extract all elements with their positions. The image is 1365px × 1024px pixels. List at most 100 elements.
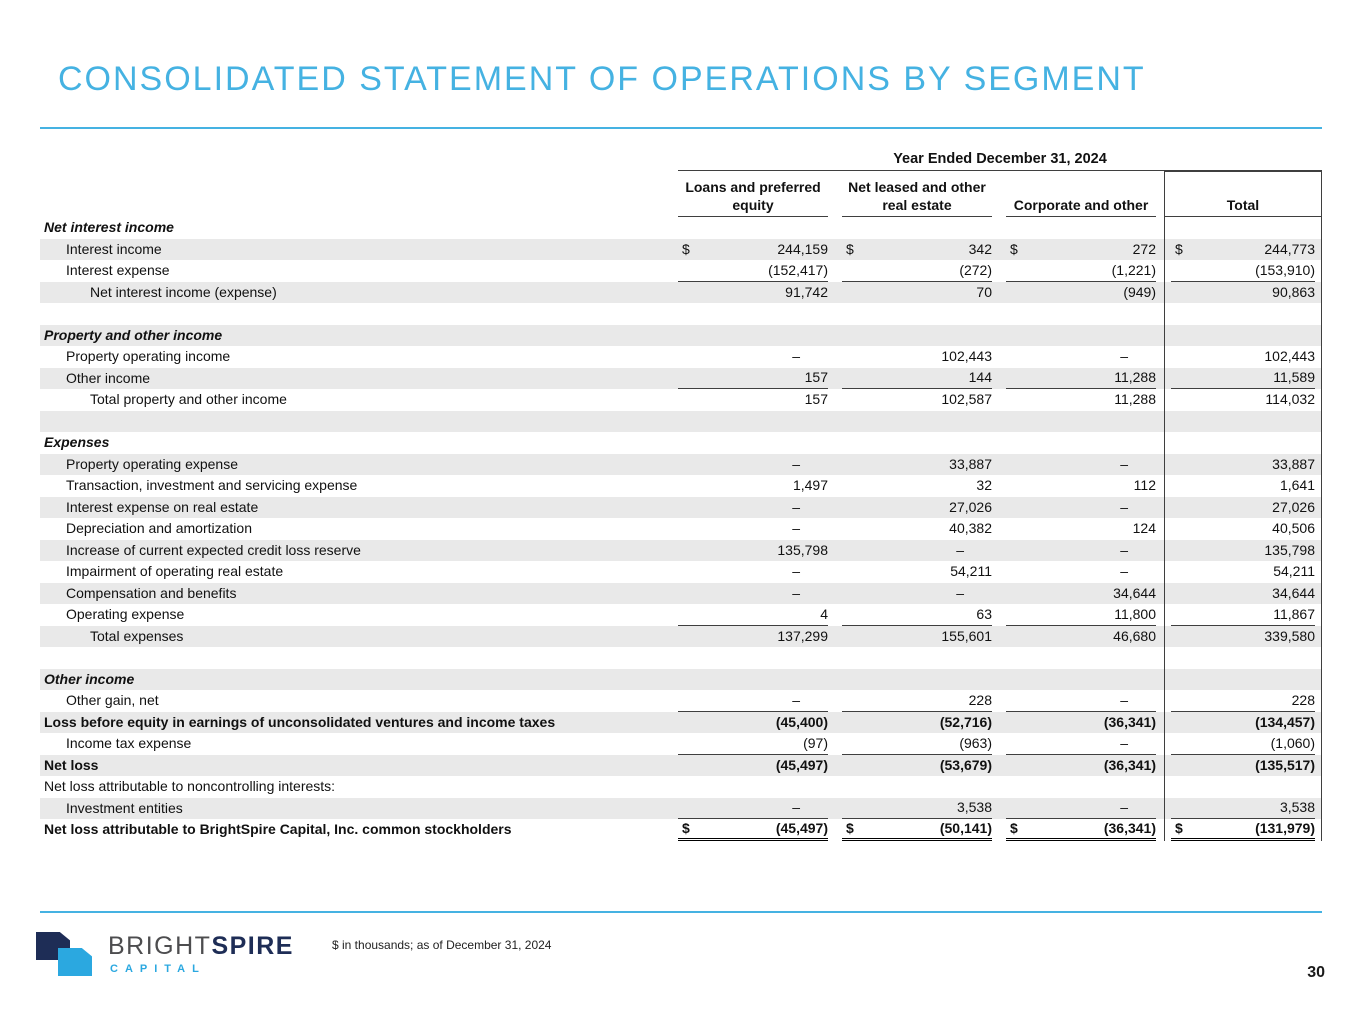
cell: (135,517) (1171, 755, 1315, 777)
value-cell: 54,211 (842, 561, 992, 583)
table-row: Loss before equity in earnings of uncons… (40, 711, 1322, 734)
cell (842, 432, 992, 454)
period-header-row: Year Ended December 31, 2024 (40, 149, 1322, 171)
value-cell (842, 325, 992, 347)
value: (52,716) (939, 713, 992, 730)
value: 157 (804, 391, 828, 407)
value: 228 (1291, 691, 1315, 708)
value: (135,517) (1255, 756, 1315, 773)
value-cell: 70 (842, 282, 992, 304)
value-cell (1006, 303, 1156, 325)
value-cell (842, 303, 992, 325)
cell (678, 411, 828, 433)
cell (1006, 432, 1156, 454)
column-header-label: Net leased and other real estate (848, 178, 986, 213)
cell: 102,443 (1171, 346, 1315, 368)
value: 244,773 (1264, 240, 1315, 257)
brightspire-logo-mark-icon (36, 930, 94, 978)
value-cell: 124 (1006, 518, 1156, 540)
cell (1006, 325, 1156, 347)
value: – (1120, 563, 1128, 579)
cell (842, 776, 992, 798)
value: 1,497 (792, 477, 828, 493)
value-cell: 34,644 (1006, 583, 1156, 605)
row-label: Interest expense on real estate (66, 498, 259, 515)
value: 135,798 (1264, 541, 1315, 558)
logo-blue-shape (58, 948, 92, 976)
cell: 1,497 (678, 475, 828, 497)
value: 102,443 (941, 348, 992, 364)
total-cell: 339,580 (1164, 625, 1322, 647)
value-cell: $342 (842, 239, 992, 261)
total-cell: 1,641 (1164, 475, 1322, 497)
value-cell: – (678, 690, 828, 712)
total-cell: (134,457) (1164, 711, 1322, 733)
value: 3,538 (956, 799, 992, 815)
cell: 54,211 (842, 561, 992, 583)
total-cell (1164, 776, 1322, 798)
value-cell (1006, 647, 1156, 669)
cell (842, 325, 992, 347)
value: 40,382 (949, 520, 992, 536)
value: (152,417) (768, 261, 828, 278)
value-cell: 40,382 (842, 518, 992, 540)
cell: 32 (842, 475, 992, 497)
row-label (40, 303, 664, 325)
cell: 46,680 (1006, 626, 1156, 648)
value-cell: 11,288 (1006, 368, 1156, 389)
value-cell: 157 (678, 389, 828, 411)
value-cell: 3,538 (842, 798, 992, 819)
value-cell: – (678, 497, 828, 519)
row-label: Other income (44, 670, 135, 687)
operations-by-segment-table: Year Ended December 31, 2024 Loans and p… (40, 149, 1322, 841)
total-cell: 114,032 (1164, 389, 1322, 411)
cell: 1,641 (1171, 475, 1315, 497)
cell: (36,341) (1006, 712, 1156, 734)
total-cell: 90,863 (1164, 281, 1322, 303)
cell (1171, 411, 1315, 433)
value: 11,867 (1273, 605, 1315, 622)
cell: 228 (842, 690, 992, 712)
value-cell: 135,798 (678, 540, 828, 562)
total-cell: 33,887 (1164, 453, 1322, 475)
total-cell (1164, 668, 1322, 690)
value-cell: $ (36,341) (1006, 819, 1156, 841)
row-label: Loss before equity in earnings of uncons… (44, 713, 556, 730)
cell: – (1006, 454, 1156, 476)
cell: 102,587 (842, 389, 992, 411)
value: 144 (968, 369, 992, 385)
cell: 157 (678, 389, 828, 411)
total-cell: 11,589 (1164, 367, 1322, 389)
section-header-row: Other income (40, 668, 1322, 691)
value: 114,032 (1265, 391, 1315, 407)
cell (1171, 647, 1315, 669)
spacer-row (40, 303, 1322, 325)
cell (678, 217, 828, 239)
value-cell: 46,680 (1006, 626, 1156, 648)
period-header: Year Ended December 31, 2024 (678, 149, 1322, 171)
value-cell (842, 647, 992, 669)
value: 137,299 (777, 627, 828, 644)
table-row: Increase of current expected credit loss… (40, 539, 1322, 562)
table-row: Depreciation and amortization – 40,382 124 4… (40, 518, 1322, 540)
cell (1171, 303, 1315, 325)
column-header-net-leased-other-real-estate: Net leased and other real estate (842, 171, 992, 217)
row-label: Other gain, net (66, 692, 159, 708)
row-label (40, 411, 664, 433)
value: (272) (959, 261, 992, 278)
value-cell (842, 217, 992, 239)
cell: 144 (842, 368, 992, 389)
dollar-sign: $ (682, 240, 690, 257)
cell: 11,589 (1171, 368, 1315, 389)
value-cell (842, 432, 992, 454)
value: 272 (1132, 240, 1156, 257)
table-row: Property operating income – 102,443 – 102,44… (40, 346, 1322, 368)
value: 1,641 (1279, 477, 1315, 493)
column-header-total: Total (1164, 171, 1322, 217)
value: 4 (820, 605, 828, 622)
value-cell (678, 669, 828, 691)
cell: $ (45,497) (678, 819, 828, 841)
row-label: Operating expense (66, 606, 185, 622)
row-label: Compensation and benefits (66, 584, 237, 601)
value: 124 (1132, 520, 1156, 536)
